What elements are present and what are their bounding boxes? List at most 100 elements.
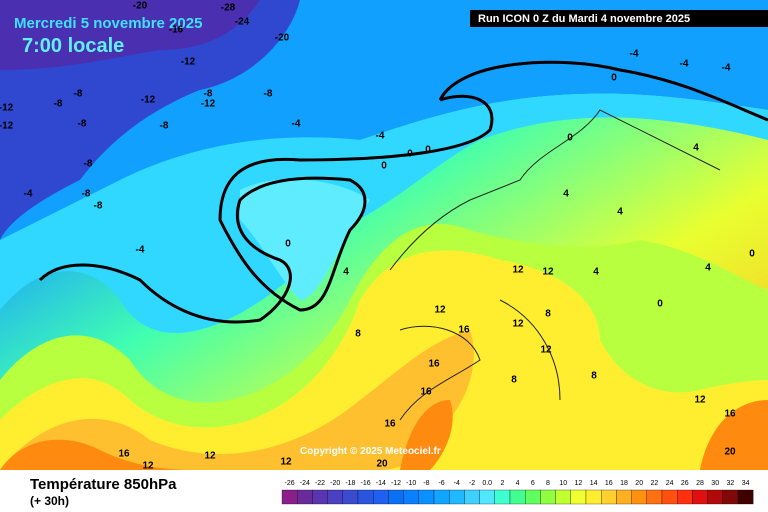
contour-label: 20 — [724, 447, 736, 458]
legend-label: -6 — [438, 480, 444, 487]
contour-label: -8 — [82, 189, 91, 200]
cold-pool — [240, 179, 370, 300]
date: Mercredi 5 novembre 2025 — [14, 15, 202, 32]
legend-swatch — [388, 489, 404, 505]
legend-swatch — [707, 489, 723, 505]
contour-label: 4 — [705, 263, 711, 274]
legend-label: 2 — [500, 480, 504, 487]
legend-swatch — [449, 489, 465, 505]
legend-swatch — [661, 489, 678, 505]
legend-label: 16 — [605, 480, 613, 487]
contour-label: 8 — [355, 329, 361, 340]
legend-label: -12 — [391, 480, 401, 487]
legend-swatch — [631, 489, 647, 505]
legend-swatch — [312, 489, 328, 505]
legend-swatch — [570, 489, 587, 505]
legend-swatch — [722, 489, 739, 505]
legend-swatch — [418, 489, 435, 505]
contour-label: -12 — [141, 95, 156, 106]
hot-zone — [0, 400, 768, 470]
contour-label: -12 — [201, 99, 216, 110]
contour-label: -4 — [630, 49, 639, 60]
contour-label: 16 — [384, 419, 396, 430]
chilly-zone — [0, 93, 768, 333]
contour-label: -24 — [235, 17, 250, 28]
contour-label: 8 — [511, 375, 517, 386]
contour-label: 4 — [563, 189, 569, 200]
legend-label: 18 — [620, 480, 628, 487]
legend-swatch — [509, 489, 526, 505]
contour-label: 0 — [425, 145, 431, 156]
contour-label: -4 — [24, 189, 33, 200]
legend-label: 30 — [711, 480, 719, 487]
contour-label: 4 — [593, 267, 599, 278]
legend-label: 22 — [651, 480, 659, 487]
contour-label: 4 — [617, 207, 623, 218]
contour-label: 16 — [458, 325, 470, 336]
legend-label: -14 — [376, 480, 386, 487]
legend-label: 4 — [516, 480, 520, 487]
contour-label: 12 — [512, 319, 524, 330]
contour-label: -20 — [275, 33, 290, 44]
contour-label: 0 — [381, 161, 387, 172]
contour-label: 0 — [285, 239, 291, 250]
legend-label: -4 — [454, 480, 460, 487]
very-cold-zone — [0, 0, 260, 70]
legend-swatch — [327, 489, 343, 505]
contour-label: -8 — [78, 119, 87, 130]
contour-label: -8 — [84, 159, 93, 170]
legend-swatch — [585, 489, 602, 505]
contour-label: -8 — [264, 89, 273, 100]
legend-label: 0.0 — [482, 480, 492, 487]
legend-label: 8 — [546, 480, 550, 487]
legend-swatch — [281, 489, 298, 505]
legend-label: -20 — [330, 480, 340, 487]
contour-label: -8 — [54, 99, 63, 110]
contour-label: 16 — [724, 409, 736, 420]
legend-label: 12 — [575, 480, 583, 487]
legend-label: 34 — [742, 480, 750, 487]
legend-label: 6 — [531, 480, 535, 487]
legend-swatch — [342, 489, 359, 505]
contour-label: 0 — [407, 149, 413, 160]
contour-label: 8 — [545, 309, 551, 320]
legend-label: 20 — [635, 480, 643, 487]
legend-label: -24 — [300, 480, 310, 487]
contour-label: 4 — [343, 267, 349, 278]
time: 7:00 locale — [22, 35, 124, 57]
legend-label: 28 — [696, 480, 704, 487]
run-banner — [470, 10, 768, 27]
contour-label: 12 — [542, 267, 554, 278]
contour-label: -8 — [94, 201, 103, 212]
cool-zone — [0, 0, 768, 240]
legend-label: 10 — [559, 480, 567, 487]
legend-swatch — [677, 489, 693, 505]
legend-label: 24 — [666, 480, 674, 487]
coastlines — [389, 109, 721, 421]
contour-label: 0 — [749, 249, 755, 260]
contour-label: -8 — [160, 121, 169, 132]
warm-zone — [0, 250, 768, 470]
contour-label: 0 — [611, 73, 617, 84]
legend-swatch — [373, 489, 389, 505]
legend-swatch — [555, 489, 571, 505]
legend-label: -16 — [361, 480, 371, 487]
contour-label: -4 — [376, 131, 385, 142]
contour-label: 12 — [512, 265, 524, 276]
contour-label: 16 — [428, 359, 440, 370]
legend-label: -18 — [345, 480, 355, 487]
contour-label: 0 — [657, 299, 663, 310]
contour-label: -20 — [133, 1, 148, 12]
legend-label: -8 — [423, 480, 429, 487]
legend-swatch — [479, 489, 495, 505]
legend-label: 26 — [681, 480, 689, 487]
legend-swatch — [692, 489, 708, 505]
contour-label: 16 — [118, 449, 130, 460]
copyright: Copyright © 2025 Meteociel.fr — [300, 446, 441, 457]
contour-label: 12 — [142, 461, 154, 472]
legend-label: 32 — [727, 480, 735, 487]
legend-swatch — [403, 489, 419, 505]
contour-label: 12 — [204, 451, 216, 462]
contour-label: 0 — [567, 133, 573, 144]
